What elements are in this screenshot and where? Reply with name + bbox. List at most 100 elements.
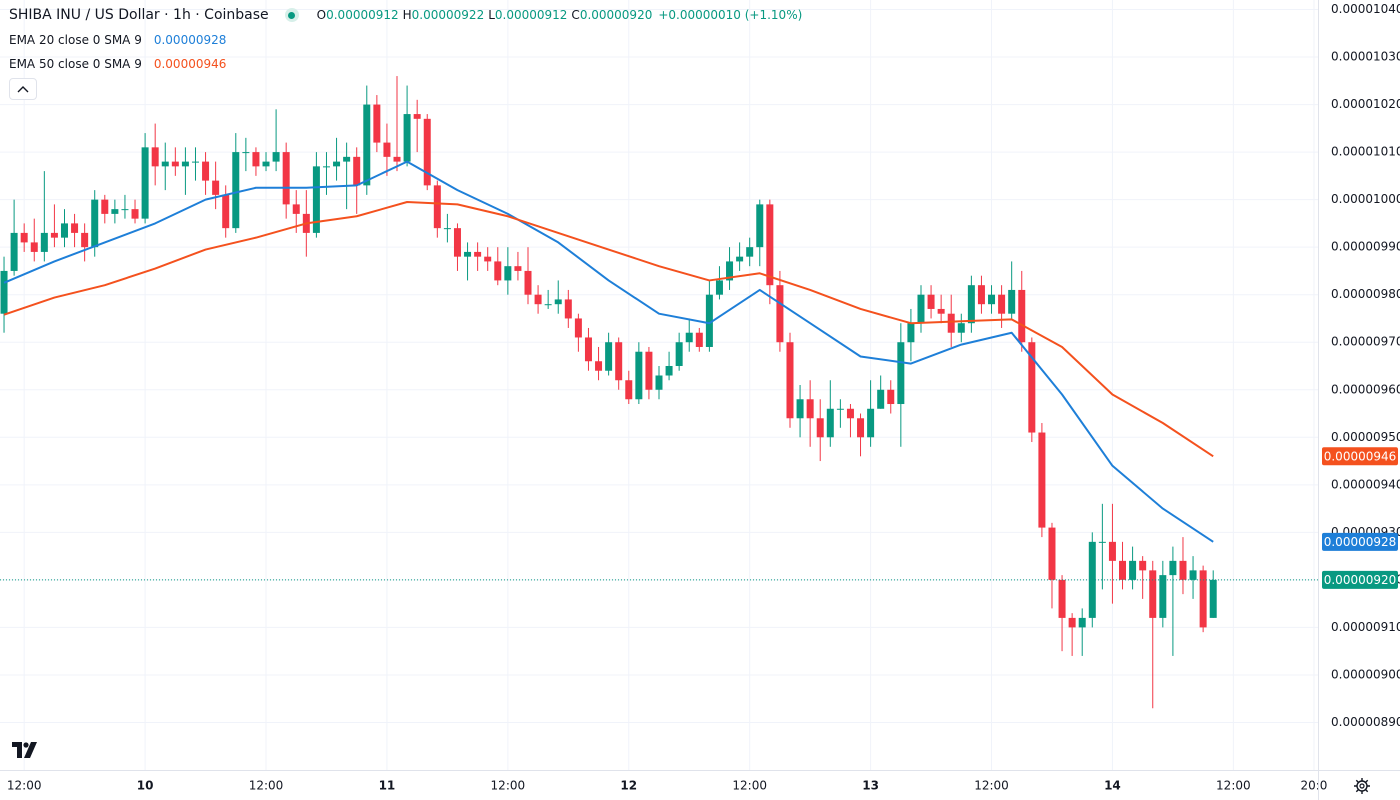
candle-body [665, 365, 673, 376]
candle-body [554, 299, 562, 305]
plot [0, 76, 1318, 709]
x-tick-label: 12:00 [491, 779, 526, 793]
candle-body [998, 294, 1006, 314]
candle-body [20, 232, 28, 243]
settings-icon[interactable] [1354, 778, 1370, 794]
candle-body [574, 318, 582, 338]
candle-body [685, 332, 693, 343]
candle-body [584, 337, 592, 362]
candle-body [242, 152, 250, 154]
candle-body [595, 361, 603, 371]
candle-body [222, 194, 230, 229]
candle-body [433, 185, 441, 229]
legend-value: 0.00000928 [153, 33, 227, 47]
legend-row: EMA 50 close 0 SMA 9 0.00000946 [9, 57, 226, 71]
candle-body [756, 204, 764, 248]
candle-body [635, 351, 643, 400]
candle-body [383, 142, 391, 157]
last-price-tag: 0.00000920 [1324, 573, 1397, 587]
collapse-button[interactable] [9, 78, 37, 100]
candle-body [524, 270, 532, 295]
candle-body [151, 147, 159, 167]
candle-body [625, 380, 633, 400]
candle-body [202, 161, 210, 181]
legend-row: EMA 20 close 0 SMA 9 0.00000928 [9, 33, 226, 47]
candle-body [1108, 541, 1116, 561]
candle-body [353, 156, 361, 186]
x-tick-label: 12:00 [1216, 779, 1251, 793]
candle-body [1098, 541, 1106, 543]
ohlc: O 0.00000912 H 0.00000922 L 0.00000912 C 0.0000… [313, 8, 653, 22]
candle-body [171, 161, 179, 167]
ema-line [3, 160, 1214, 543]
candle-body [363, 104, 371, 186]
candle-body [776, 285, 784, 343]
candle-body [887, 389, 895, 405]
candle-body [746, 247, 754, 257]
candle-body [141, 147, 149, 219]
candle-body [453, 228, 461, 257]
y-tick-label: 0.00000950 [1331, 430, 1400, 444]
candle-body [443, 228, 451, 230]
candle-body [1149, 570, 1157, 618]
candle-body [131, 209, 139, 219]
legend-value: 0.00000946 [153, 57, 227, 71]
y-tick-label: 0.00001030 [1331, 50, 1400, 64]
candle-body [81, 232, 89, 248]
candle-body [907, 323, 915, 343]
x-tick-label: 12:00 [974, 779, 1009, 793]
y-tick-label: 0.00001000 [1331, 192, 1400, 206]
y-tick-label: 0.00000910 [1331, 620, 1400, 634]
candle-body [796, 399, 804, 419]
candle-body [605, 342, 613, 371]
candle-body [50, 232, 58, 238]
x-tick-label: 12:00 [732, 779, 767, 793]
candle-body [826, 408, 834, 438]
candle-body [474, 251, 482, 257]
candle-body [927, 294, 935, 309]
candle-body [403, 114, 411, 162]
y-tick-label: 0.00000970 [1331, 335, 1400, 349]
candle-body [40, 232, 48, 252]
ohlc-value: 0.00000912 [494, 8, 568, 22]
candle-body [292, 204, 300, 214]
x-tick-label: 13 [862, 779, 879, 793]
candle-body [715, 280, 723, 295]
candle-body [101, 199, 109, 214]
change: +0.00000010 (+1.10%) [658, 8, 803, 22]
candle-body [1179, 560, 1187, 580]
y-tick-label: 0.00000940 [1331, 477, 1400, 491]
candle-body [947, 313, 955, 333]
candle-body [262, 161, 270, 167]
legend-name: EMA 50 close 0 SMA 9 [9, 57, 142, 71]
x-tick-label: 20:0 [1300, 779, 1327, 793]
x-tick-label: 10 [137, 779, 154, 793]
candle-body [212, 180, 220, 195]
candle-body [373, 104, 381, 143]
candle-body [322, 166, 330, 168]
y-tick-label: 0.00000990 [1331, 240, 1400, 254]
candle-body [232, 152, 240, 229]
candle-body [857, 418, 865, 438]
candle-body [977, 285, 985, 305]
ema-price-tag-bg [1322, 532, 1398, 551]
candle-body [917, 294, 925, 324]
candle-body [1038, 432, 1046, 528]
candle-body [1119, 560, 1127, 580]
candle-body [988, 294, 996, 305]
candle-body [1058, 579, 1066, 618]
ohlc-key: C [571, 8, 580, 22]
candle-body [312, 166, 320, 233]
last-price-tag-bg [1322, 570, 1398, 589]
x-tick-label: 12 [620, 779, 637, 793]
candle-body [1018, 289, 1026, 343]
candle-body [0, 270, 8, 314]
candle-body [1028, 342, 1036, 433]
candle-body [564, 299, 572, 319]
ohlc-value: 0.00000912 [326, 8, 399, 22]
candle-body [897, 342, 905, 405]
candle-body [544, 304, 552, 306]
